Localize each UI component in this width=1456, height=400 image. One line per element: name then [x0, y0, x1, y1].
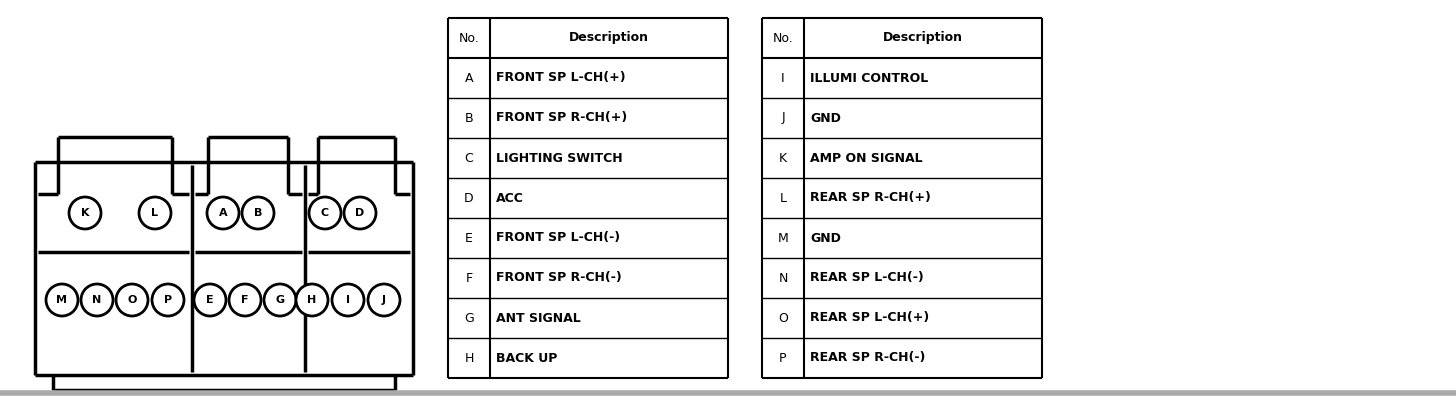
- Text: C: C: [464, 152, 473, 164]
- Text: No.: No.: [773, 32, 794, 44]
- Text: N: N: [92, 295, 102, 305]
- Circle shape: [309, 197, 341, 229]
- Text: J: J: [381, 295, 386, 305]
- Text: REAR SP R-CH(+): REAR SP R-CH(+): [810, 192, 930, 204]
- Text: I: I: [347, 295, 349, 305]
- Text: D: D: [464, 192, 473, 204]
- Text: G: G: [464, 312, 473, 324]
- Circle shape: [344, 197, 376, 229]
- Text: Description: Description: [882, 32, 962, 44]
- Text: REAR SP R-CH(-): REAR SP R-CH(-): [810, 352, 926, 364]
- Text: F: F: [242, 295, 249, 305]
- Text: K: K: [779, 152, 788, 164]
- Text: LIGHTING SWITCH: LIGHTING SWITCH: [496, 152, 623, 164]
- Text: E: E: [464, 232, 473, 244]
- Text: REAR SP L-CH(+): REAR SP L-CH(+): [810, 312, 929, 324]
- Text: Description: Description: [569, 32, 649, 44]
- Text: J: J: [782, 112, 785, 124]
- Text: B: B: [253, 208, 262, 218]
- Text: M: M: [778, 232, 788, 244]
- Text: FRONT SP R-CH(-): FRONT SP R-CH(-): [496, 272, 622, 284]
- Text: D: D: [355, 208, 364, 218]
- Text: B: B: [464, 112, 473, 124]
- Text: N: N: [779, 272, 788, 284]
- Text: REAR SP L-CH(-): REAR SP L-CH(-): [810, 272, 923, 284]
- Text: GND: GND: [810, 232, 842, 244]
- Text: P: P: [165, 295, 172, 305]
- Circle shape: [82, 284, 114, 316]
- Text: FRONT SP L-CH(-): FRONT SP L-CH(-): [496, 232, 620, 244]
- Text: H: H: [464, 352, 473, 364]
- Text: BACK UP: BACK UP: [496, 352, 558, 364]
- Text: ACC: ACC: [496, 192, 524, 204]
- Text: I: I: [782, 72, 785, 84]
- Text: F: F: [466, 272, 473, 284]
- Text: O: O: [127, 295, 137, 305]
- Text: FRONT SP R-CH(+): FRONT SP R-CH(+): [496, 112, 628, 124]
- Text: No.: No.: [459, 32, 479, 44]
- Circle shape: [68, 197, 100, 229]
- Circle shape: [194, 284, 226, 316]
- Circle shape: [368, 284, 400, 316]
- Text: L: L: [151, 208, 159, 218]
- Circle shape: [47, 284, 79, 316]
- Circle shape: [138, 197, 170, 229]
- Text: O: O: [778, 312, 788, 324]
- Text: ILLUMI CONTROL: ILLUMI CONTROL: [810, 72, 929, 84]
- Circle shape: [296, 284, 328, 316]
- Circle shape: [264, 284, 296, 316]
- Text: K: K: [80, 208, 89, 218]
- Text: ANT SIGNAL: ANT SIGNAL: [496, 312, 581, 324]
- Circle shape: [207, 197, 239, 229]
- Text: M: M: [57, 295, 67, 305]
- Circle shape: [116, 284, 149, 316]
- Circle shape: [332, 284, 364, 316]
- Text: A: A: [464, 72, 473, 84]
- Circle shape: [151, 284, 183, 316]
- Circle shape: [229, 284, 261, 316]
- Circle shape: [242, 197, 274, 229]
- Text: A: A: [218, 208, 227, 218]
- Text: FRONT SP L-CH(+): FRONT SP L-CH(+): [496, 72, 626, 84]
- Text: G: G: [275, 295, 284, 305]
- Text: C: C: [320, 208, 329, 218]
- Text: H: H: [307, 295, 316, 305]
- Text: AMP ON SIGNAL: AMP ON SIGNAL: [810, 152, 923, 164]
- Text: GND: GND: [810, 112, 842, 124]
- Text: P: P: [779, 352, 786, 364]
- Text: E: E: [207, 295, 214, 305]
- Text: L: L: [779, 192, 786, 204]
